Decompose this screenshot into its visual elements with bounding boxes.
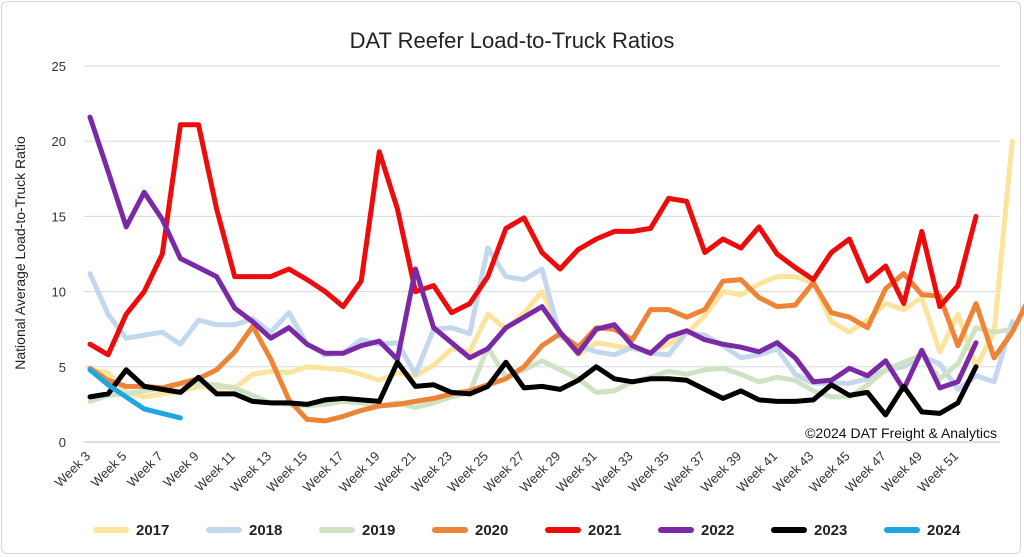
x-tick-label: Week 3 xyxy=(52,448,94,490)
legend-label-2023: 2023 xyxy=(814,522,847,539)
x-tick-label: Week 51 xyxy=(914,448,961,495)
x-tick-label: Week 5 xyxy=(88,448,130,490)
series-line-2022 xyxy=(87,114,979,392)
y-tick-label: 5 xyxy=(59,360,66,375)
chart-title: DAT Reefer Load-to-Truck Ratios xyxy=(350,28,675,53)
legend-label-2017: 2017 xyxy=(136,522,169,539)
y-axis-ticks: 0 5 10 15 20 25 xyxy=(52,59,66,450)
y-axis-label: National Average Load-to-Truck Ratio xyxy=(12,136,28,370)
series-line-2023 xyxy=(87,359,979,418)
x-tick-label: Week 7 xyxy=(124,448,166,490)
copyright-annotation: ©2024 DAT Freight & Analytics xyxy=(805,425,997,441)
y-tick-label: 20 xyxy=(52,134,66,149)
legend: 2017 2018 2019 2020 2021 2022 2023 2024 xyxy=(93,522,961,539)
y-tick-label: 15 xyxy=(52,209,66,224)
legend-label-2018: 2018 xyxy=(249,522,282,539)
y-tick-label: 25 xyxy=(52,59,66,74)
series-line-2018 xyxy=(87,245,1015,392)
y-tick-label: 0 xyxy=(59,435,66,450)
legend-label-2019: 2019 xyxy=(362,522,395,539)
series-lines xyxy=(87,114,1024,424)
y-tick-label: 10 xyxy=(52,285,66,300)
legend-label-2022: 2022 xyxy=(701,522,734,539)
legend-label-2020: 2020 xyxy=(475,522,508,539)
series-line-2019 xyxy=(87,325,1015,410)
legend-label-2021: 2021 xyxy=(588,522,621,539)
series-line-2021 xyxy=(87,122,979,358)
series-line-2024 xyxy=(87,367,183,421)
legend-label-2024: 2024 xyxy=(927,522,961,539)
